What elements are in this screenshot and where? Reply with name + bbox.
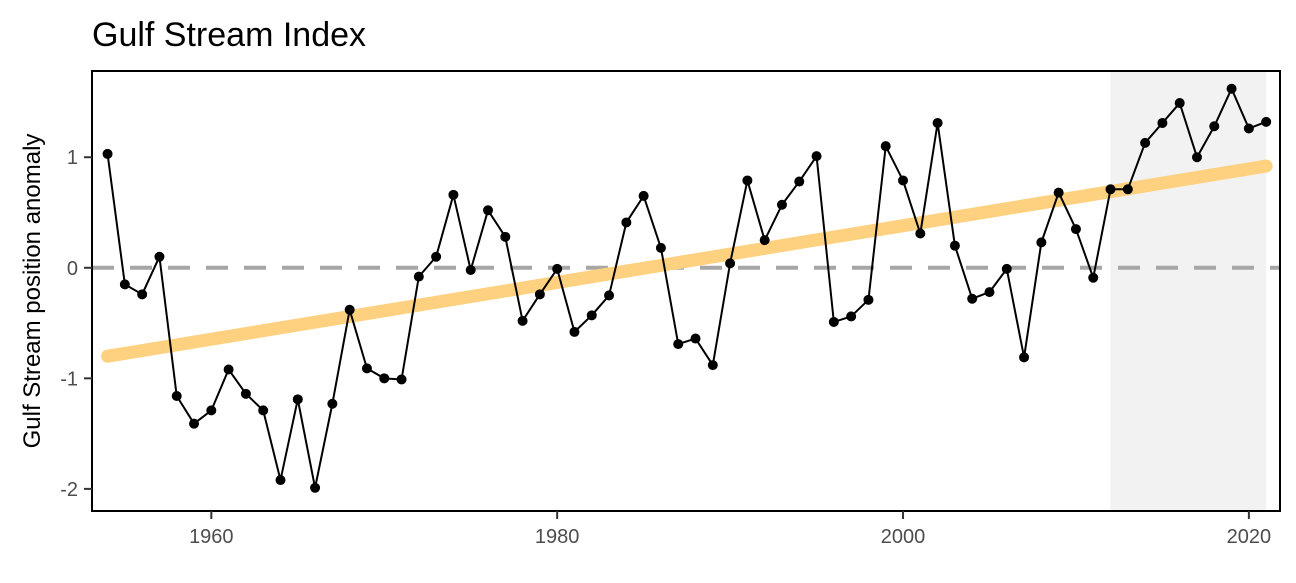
data-point — [1053, 187, 1064, 198]
data-point — [258, 405, 269, 416]
data-point — [898, 175, 909, 186]
data-point — [448, 189, 459, 200]
data-point — [742, 175, 753, 186]
x-tick-label: 2020 — [1227, 526, 1272, 548]
data-point — [569, 326, 580, 337]
data-point — [1019, 352, 1030, 363]
data-point — [794, 176, 805, 187]
x-tick-label: 1960 — [189, 526, 234, 548]
data-point — [189, 418, 200, 429]
data-point — [275, 475, 286, 486]
data-point — [1157, 117, 1168, 128]
data-point — [932, 117, 943, 128]
data-point — [638, 190, 649, 201]
data-point — [223, 364, 234, 375]
highlight-region — [1110, 71, 1267, 511]
x-tick-label: 2000 — [881, 526, 926, 548]
data-point — [137, 289, 148, 300]
data-point — [828, 316, 839, 327]
data-point — [431, 251, 442, 262]
data-point — [552, 263, 563, 274]
data-point — [776, 199, 787, 210]
data-point — [1070, 224, 1081, 235]
data-point — [655, 242, 666, 253]
data-point — [1122, 184, 1133, 195]
y-tick-label: -1 — [60, 368, 78, 390]
data-point — [1191, 152, 1202, 163]
data-point — [621, 217, 632, 228]
data-point — [240, 388, 251, 399]
data-point — [1174, 98, 1185, 109]
data-point — [1088, 272, 1099, 283]
data-point — [379, 373, 390, 384]
data-point — [1105, 184, 1116, 195]
data-point — [725, 258, 736, 269]
data-point — [673, 339, 684, 350]
axes: 1960 1980 2000 2020 -2 -1 0 1 — [60, 147, 1271, 548]
data-point — [586, 310, 597, 321]
data-point — [534, 289, 545, 300]
data-point — [171, 391, 182, 402]
data-point — [1036, 237, 1047, 248]
data-point — [465, 264, 476, 275]
data-point — [759, 235, 770, 246]
data-point — [880, 141, 891, 152]
data-point — [206, 405, 217, 416]
y-tick-label: 0 — [67, 258, 78, 280]
plot-panel-border — [91, 70, 1281, 512]
trend-line — [101, 159, 1273, 363]
data-point — [292, 394, 303, 405]
data-point — [310, 482, 321, 493]
x-tick-label: 1980 — [535, 526, 580, 548]
data-point — [483, 205, 493, 216]
data-point — [344, 304, 355, 315]
data-point — [102, 148, 113, 159]
data-point — [949, 240, 960, 251]
data-point — [915, 228, 926, 239]
data-point — [811, 151, 822, 162]
y-axis-label: Gulf Stream position anomaly — [19, 134, 46, 449]
data-point — [327, 398, 338, 409]
data-point — [846, 311, 857, 322]
plot-area — [92, 71, 1280, 511]
y-tick-label: 1 — [67, 147, 78, 169]
y-tick-label: -2 — [60, 479, 78, 501]
data-point — [154, 251, 165, 262]
data-point — [690, 333, 701, 344]
data-point — [707, 360, 718, 371]
data-point — [1001, 263, 1012, 274]
data-point — [604, 290, 615, 301]
data-point — [517, 315, 528, 326]
data-point — [1243, 123, 1254, 134]
data-point — [984, 287, 995, 298]
data-point — [361, 363, 372, 374]
data-point — [500, 231, 511, 242]
chart-title: Gulf Stream Index — [92, 16, 366, 54]
data-point — [967, 293, 978, 304]
data-point — [1209, 121, 1220, 132]
data-point — [1140, 137, 1151, 148]
data-point — [119, 279, 130, 290]
series-line — [106, 87, 1267, 489]
data-point — [396, 374, 407, 385]
data-point — [1226, 83, 1237, 94]
data-point — [1261, 116, 1272, 127]
data-point — [863, 294, 874, 305]
data-point — [413, 271, 424, 282]
